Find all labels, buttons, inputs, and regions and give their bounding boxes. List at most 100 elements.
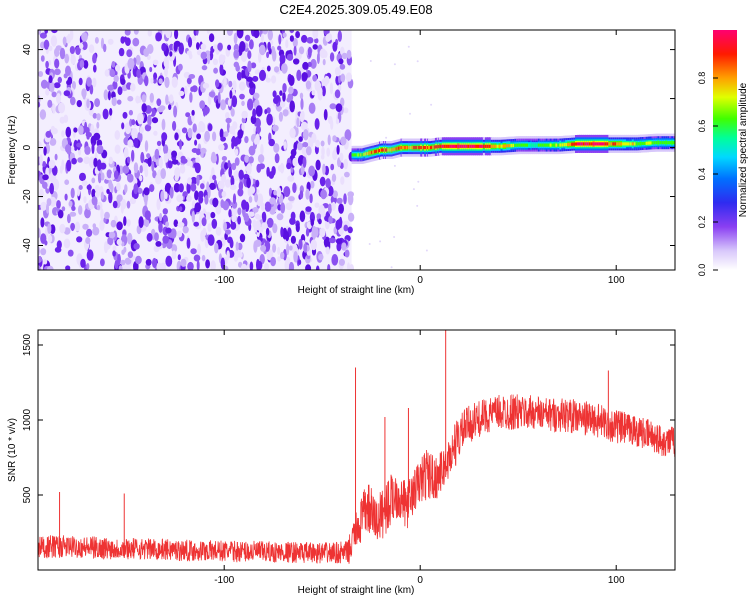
noise-speckle bbox=[109, 108, 113, 116]
signal-cell bbox=[543, 143, 547, 147]
noise-speckle bbox=[149, 184, 155, 193]
noise-speckle bbox=[215, 79, 220, 88]
noise-speckle bbox=[57, 76, 62, 84]
noise-speckle bbox=[97, 159, 102, 172]
noise-speckle bbox=[229, 90, 233, 99]
noise-speckle bbox=[133, 162, 139, 174]
noise-speckle bbox=[328, 115, 333, 125]
signal-cell bbox=[584, 142, 588, 146]
noise-speckle bbox=[38, 101, 41, 108]
signal-cell bbox=[500, 144, 504, 148]
noise-speckle bbox=[212, 131, 217, 142]
noise-speckle bbox=[195, 30, 199, 36]
noise-speckle bbox=[325, 246, 330, 255]
noise-speckle bbox=[56, 240, 62, 250]
noise-speckle bbox=[200, 230, 206, 242]
y-tick-label: -40 bbox=[22, 238, 33, 253]
colorbar-tick-label: 0.0 bbox=[697, 264, 707, 277]
noise-speckle bbox=[104, 211, 110, 220]
noise-speckle bbox=[341, 52, 348, 60]
noise-speckle bbox=[189, 160, 193, 168]
noise-speckle bbox=[227, 98, 232, 107]
noise-speckle bbox=[206, 30, 210, 34]
noise-speckle bbox=[64, 53, 69, 64]
noise-speckle bbox=[62, 36, 67, 46]
noise-speckle bbox=[336, 242, 342, 252]
noise-speckle bbox=[40, 217, 45, 228]
noise-speckle bbox=[324, 75, 330, 85]
noise-speckle bbox=[287, 176, 294, 182]
noise-speckle bbox=[332, 135, 337, 142]
noise-speckle bbox=[224, 179, 231, 188]
noise-speckle bbox=[349, 264, 354, 270]
noise-speckle bbox=[198, 120, 205, 132]
noise-speckle bbox=[96, 121, 100, 129]
snr-trace bbox=[38, 330, 675, 564]
noise-speckle bbox=[147, 114, 152, 126]
noise-speckle bbox=[276, 213, 284, 221]
noise-speckle bbox=[331, 201, 336, 211]
y-tick-label: 0 bbox=[22, 144, 33, 150]
noise-speckle bbox=[416, 204, 419, 207]
noise-speckle bbox=[327, 264, 331, 270]
noise-speckle bbox=[48, 75, 53, 84]
noise-speckle bbox=[99, 219, 105, 231]
noise-speckle bbox=[88, 156, 96, 169]
signal-cell bbox=[567, 142, 571, 147]
noise-speckle bbox=[319, 227, 326, 238]
noise-speckle bbox=[301, 34, 308, 43]
signal-cell bbox=[671, 141, 675, 145]
noise-speckle bbox=[285, 202, 293, 211]
noise-speckle bbox=[47, 234, 53, 243]
noise-speckle bbox=[200, 51, 207, 60]
noise-speckle bbox=[141, 103, 147, 113]
noise-speckle bbox=[312, 74, 318, 82]
noise-speckle bbox=[57, 209, 64, 219]
signal-cell bbox=[624, 142, 628, 146]
noise-speckle bbox=[347, 212, 355, 222]
noise-speckle bbox=[260, 33, 264, 43]
noise-speckle bbox=[208, 33, 215, 43]
noise-speckle bbox=[256, 258, 260, 270]
noise-speckle bbox=[234, 157, 240, 166]
noise-speckle bbox=[295, 30, 300, 39]
noise-speckle bbox=[172, 120, 177, 131]
noise-speckle bbox=[272, 243, 277, 253]
noise-speckle bbox=[78, 185, 83, 190]
noise-speckle bbox=[124, 184, 128, 194]
noise-speckle bbox=[176, 230, 183, 238]
noise-speckle bbox=[335, 118, 340, 125]
noise-speckle bbox=[38, 95, 41, 104]
noise-speckle bbox=[247, 98, 254, 111]
noise-speckle bbox=[120, 78, 126, 85]
noise-speckle bbox=[38, 227, 41, 239]
noise-speckle bbox=[132, 178, 138, 185]
noise-speckle bbox=[154, 232, 159, 242]
noise-speckle bbox=[240, 50, 248, 63]
noise-speckle bbox=[336, 144, 340, 155]
signal-cell bbox=[629, 142, 634, 146]
noise-speckle bbox=[171, 159, 179, 165]
noise-speckle bbox=[171, 150, 178, 158]
noise-speckle bbox=[272, 124, 279, 132]
noise-speckle bbox=[46, 203, 49, 214]
noise-speckle bbox=[162, 235, 169, 244]
signal-cell bbox=[663, 141, 667, 145]
noise-speckle bbox=[49, 196, 57, 207]
noise-speckle bbox=[144, 196, 148, 207]
noise-speckle bbox=[70, 96, 76, 106]
noise-speckle bbox=[81, 32, 88, 42]
y-tick-label: 20 bbox=[22, 93, 33, 105]
noise-speckle bbox=[221, 190, 227, 198]
noise-speckle bbox=[303, 243, 308, 253]
noise-speckle bbox=[79, 59, 85, 69]
noise-speckle bbox=[180, 158, 188, 164]
signal-cell bbox=[569, 142, 573, 146]
signal-cell bbox=[514, 143, 518, 147]
noise-speckle bbox=[299, 111, 305, 123]
noise-speckle bbox=[149, 92, 154, 103]
noise-speckle bbox=[198, 190, 204, 199]
noise-speckle bbox=[231, 214, 237, 223]
noise-speckle bbox=[113, 170, 119, 180]
